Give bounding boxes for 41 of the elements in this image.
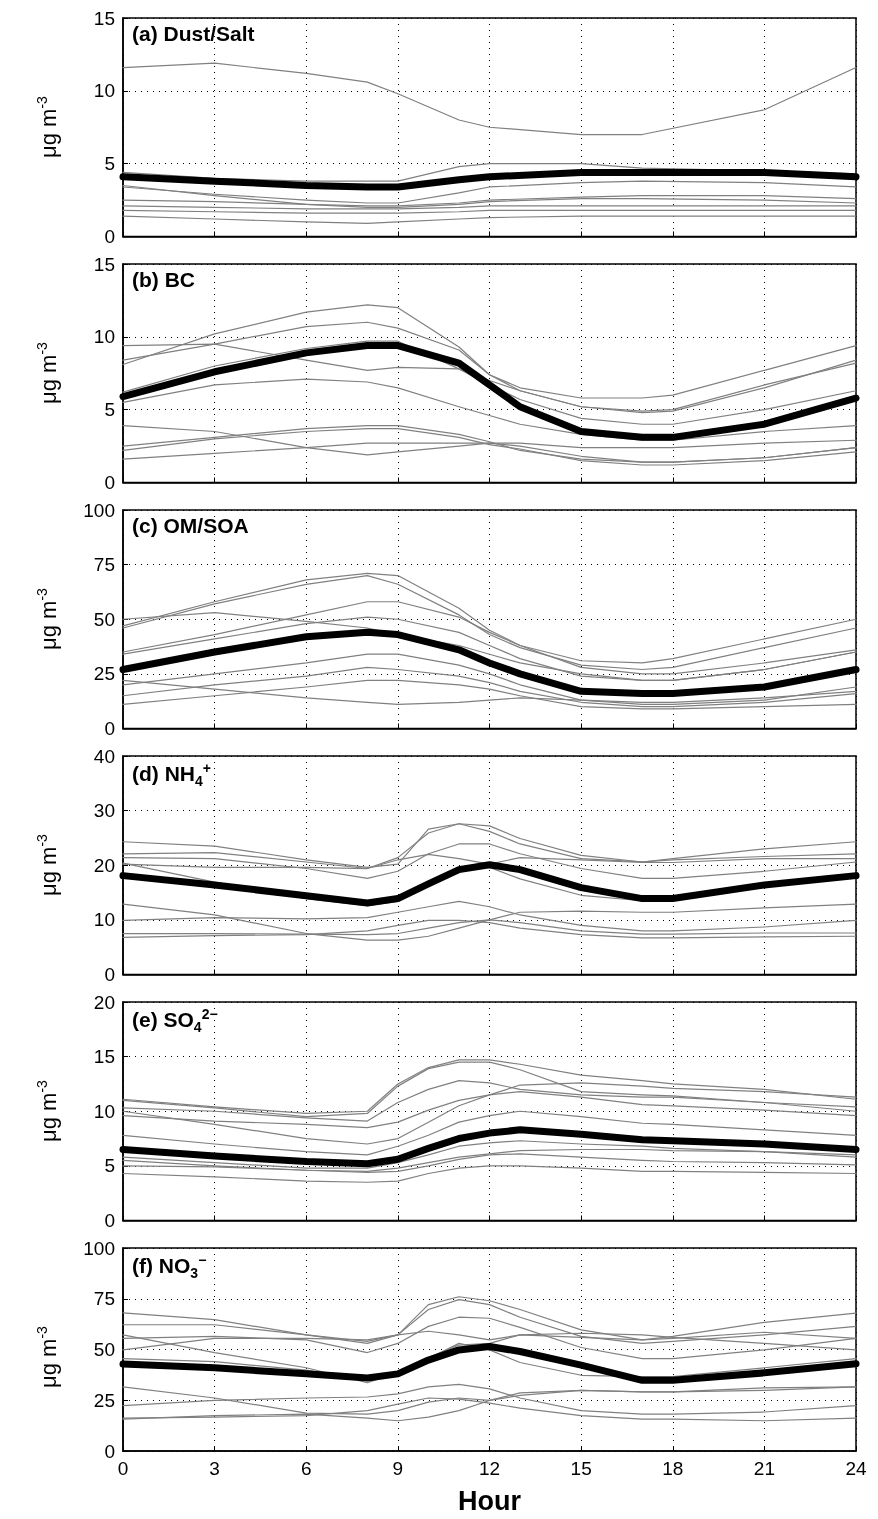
y-tick-label: 10: [93, 909, 115, 931]
y-tick-label: 30: [93, 800, 115, 822]
y-tick-label: 15: [93, 253, 115, 275]
y-tick-label: 5: [104, 399, 115, 421]
x-tick-label: 12: [478, 1458, 501, 1479]
y-tick-label: 15: [93, 7, 115, 29]
y-tick-label: 20: [93, 854, 115, 876]
y-tick-label: 10: [93, 80, 115, 102]
x-axis-title: Hour: [458, 1485, 522, 1516]
x-tick-label: 21: [753, 1458, 775, 1479]
y-tick-label: 75: [93, 554, 115, 576]
y-tick-label: 20: [93, 991, 115, 1013]
x-tick-label: 18: [662, 1458, 684, 1479]
chart-title: (b) BC: [132, 268, 195, 292]
y-tick-label: 100: [83, 499, 115, 521]
y-tick-label: 0: [104, 964, 115, 985]
y-tick-label: 5: [104, 1155, 115, 1177]
y-tick-label: 40: [93, 745, 115, 767]
y-tick-label: 0: [104, 1440, 115, 1462]
chart-title: (c) OM/SOA: [132, 514, 249, 538]
y-tick-label: 50: [93, 1339, 115, 1360]
y-tick-label: 100: [83, 1237, 115, 1259]
x-tick-label: 6: [300, 1458, 312, 1479]
chart-title: (a) Dust/Salt: [132, 22, 255, 46]
x-tick-label: 15: [570, 1458, 592, 1479]
x-tick-label: 24: [845, 1458, 867, 1479]
y-tick-label: 0: [104, 472, 115, 493]
y-tick-label: 15: [93, 1046, 115, 1068]
y-tick-label: 50: [93, 608, 115, 630]
x-tick-label: 9: [392, 1458, 404, 1479]
y-tick-label: 10: [93, 326, 115, 348]
y-tick-label: 25: [93, 663, 115, 685]
y-tick-label: 75: [93, 1288, 115, 1310]
y-tick-label: 0: [104, 718, 115, 739]
y-tick-label: 0: [104, 226, 115, 247]
y-tick-label: 10: [93, 1100, 115, 1122]
y-tick-label: 25: [93, 1389, 115, 1411]
x-tick-label: 3: [209, 1458, 220, 1479]
y-tick-label: 0: [104, 1210, 115, 1231]
x-tick-label: 0: [117, 1458, 129, 1479]
y-tick-label: 5: [104, 153, 115, 175]
